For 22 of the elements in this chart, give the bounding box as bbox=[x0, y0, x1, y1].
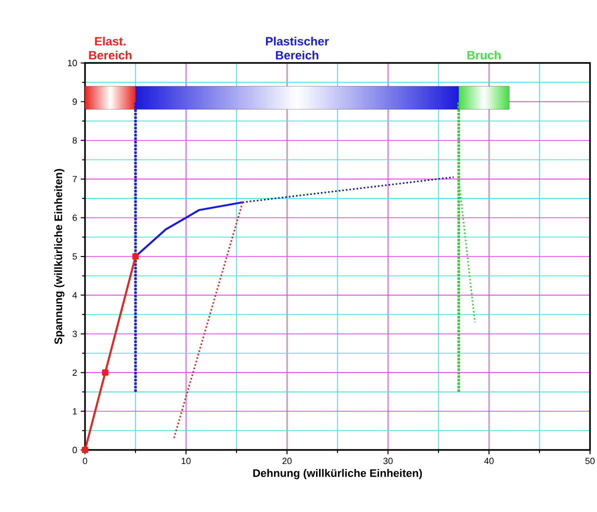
y-tick-label: 4 bbox=[72, 292, 77, 298]
x-tick-label: 50 bbox=[585, 458, 595, 464]
y-tick-label: 5 bbox=[72, 253, 77, 260]
y-tick-label: 3 bbox=[72, 330, 77, 338]
y-tick-label: 0 bbox=[72, 446, 77, 454]
x-axis-title: Dehnung (willkürliche Einheiten) bbox=[253, 468, 422, 480]
x-tick-label: 0 bbox=[82, 458, 88, 464]
band-label: Elast. Bereich bbox=[89, 36, 132, 60]
y-tick-label: 10 bbox=[68, 60, 77, 66]
x-tick-label: 30 bbox=[383, 458, 393, 464]
x-tick-label: 20 bbox=[282, 458, 292, 464]
y-tick-label: 2 bbox=[72, 369, 77, 376]
y-tick-label: 8 bbox=[72, 137, 77, 144]
y-tick-label: 6 bbox=[72, 214, 77, 221]
y-tick-label: 9 bbox=[72, 98, 77, 105]
x-tick-label: 10 bbox=[182, 458, 191, 464]
x-tick-label: 40 bbox=[484, 458, 494, 464]
y-tick-label: 1 bbox=[72, 408, 77, 414]
band-label: Bruch bbox=[467, 50, 500, 60]
band-label: Plastischer Bereich bbox=[266, 36, 329, 60]
y-tick-label: 7 bbox=[72, 176, 77, 182]
y-axis-title: Spannung (willkürliche Einheiten) bbox=[54, 169, 64, 344]
